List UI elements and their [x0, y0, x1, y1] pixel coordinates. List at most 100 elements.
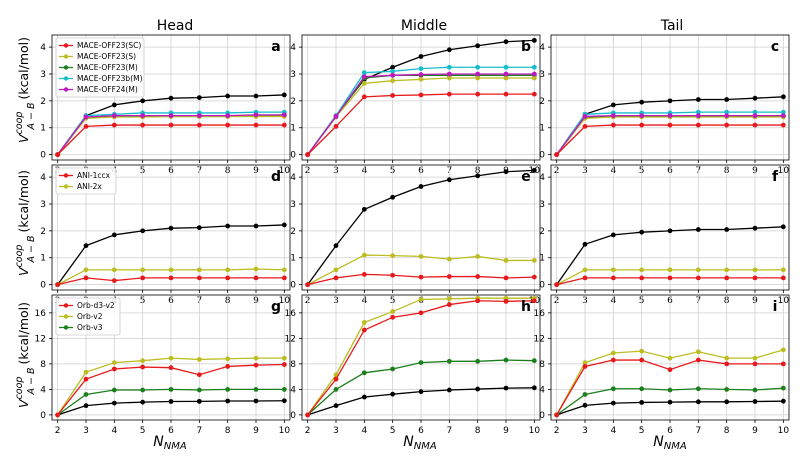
legend-label: MACE-OFF24(M) [77, 85, 138, 94]
data-point [168, 355, 174, 361]
series-black [55, 222, 287, 288]
data-point [667, 267, 673, 273]
y-tick-label: 1 [290, 124, 296, 134]
data-point [531, 71, 537, 77]
data-point [196, 95, 202, 101]
data-point [531, 167, 537, 173]
data-point [724, 109, 730, 115]
data-point [582, 402, 588, 408]
y-tick-label: 1 [290, 254, 296, 264]
x-tick-label: 2 [305, 426, 311, 436]
y-tick-label: 0 [539, 151, 545, 161]
data-point [531, 91, 537, 97]
data-point [333, 243, 339, 249]
data-point [361, 272, 367, 277]
data-point [639, 113, 645, 119]
y-tick-label: 2 [539, 97, 545, 107]
data-point [225, 275, 231, 281]
data-point [83, 275, 89, 281]
data-point [168, 399, 174, 404]
data-point [281, 355, 287, 361]
y-ticks: 0 1 2 3 4 [539, 43, 551, 161]
legend-marker [63, 314, 69, 319]
data-point [225, 223, 231, 229]
data-point [610, 232, 616, 238]
y-tick-label: 8 [290, 360, 296, 370]
data-point [418, 274, 424, 280]
y-axis-labels: VcoopA − B(kcal/mol) VcoopA − B(kcal/mol… [14, 37, 37, 408]
data-point [55, 282, 61, 288]
data-point [361, 94, 367, 100]
series-red [305, 272, 537, 288]
data-point [281, 112, 287, 118]
data-point [780, 224, 786, 230]
legend-item: MACE-OFF24(M) [59, 85, 138, 94]
data-point [140, 364, 146, 370]
y-tick-label: 12 [35, 334, 46, 344]
data-point [582, 360, 588, 366]
data-point [667, 367, 673, 373]
data-point [695, 349, 701, 355]
x-axis-label-middle: NNMA [403, 434, 437, 452]
data-point [475, 64, 481, 70]
panel-letter: a [271, 39, 280, 55]
y-axis-label-row-1: VcoopA − B (kcal/mol) [14, 37, 37, 143]
data-point [531, 358, 537, 364]
data-point [780, 361, 786, 367]
series-olive [554, 347, 786, 418]
y-tick-label: 12 [534, 334, 545, 344]
data-point [281, 362, 287, 367]
data-point [639, 267, 645, 273]
legend-marker [63, 54, 69, 59]
ylabel-unit: (kcal/mol) [16, 302, 31, 365]
column-title-head: Head [157, 18, 194, 34]
data-point [390, 72, 396, 78]
y-ticks: 0 1 2 3 4 [40, 43, 52, 161]
data-point [111, 232, 117, 238]
data-point [140, 98, 146, 104]
data-point [196, 122, 202, 128]
data-point [639, 122, 645, 128]
panel-b: 012342345678910b [290, 34, 541, 176]
data-point [610, 357, 616, 363]
data-point [724, 399, 730, 405]
series-green [305, 357, 537, 418]
y-tick-label: 0 [40, 151, 46, 161]
data-point [333, 275, 339, 281]
data-point [225, 267, 231, 273]
legend-item: Orb-d3-v2 [59, 301, 115, 310]
panel-letter: d [271, 169, 281, 185]
data-point [667, 122, 673, 128]
data-point [168, 386, 174, 392]
series-red [554, 122, 786, 158]
data-point [390, 78, 396, 84]
data-point [531, 274, 537, 280]
data-point [333, 376, 339, 382]
data-point [333, 386, 339, 392]
panel-letter: b [521, 39, 531, 55]
data-point [475, 43, 481, 49]
y-tick-label: 4 [539, 385, 545, 395]
legend-label: MACE-OFF23b(M) [77, 74, 143, 83]
data-point [752, 387, 758, 393]
data-point [333, 403, 339, 409]
data-point [667, 387, 673, 393]
x-tick-label: 4 [610, 426, 616, 436]
x-tick-label: 6 [667, 426, 673, 436]
x-tick-label: 10 [529, 426, 541, 436]
x-tick-label: 4 [111, 426, 117, 436]
data-point [446, 274, 452, 279]
legend-label: Orb-v3 [77, 323, 103, 332]
data-point [253, 275, 259, 281]
data-point [140, 399, 146, 405]
column-title-middle: Middle [401, 18, 447, 34]
ylabel-sub: A − B [26, 236, 37, 264]
data-point [111, 278, 117, 283]
y-tick-label: 0 [40, 281, 46, 291]
data-point [83, 114, 89, 120]
data-point [503, 298, 509, 304]
y-tick-label: 4 [40, 173, 46, 183]
y-tick-label: 3 [290, 200, 296, 210]
data-point [610, 386, 616, 392]
